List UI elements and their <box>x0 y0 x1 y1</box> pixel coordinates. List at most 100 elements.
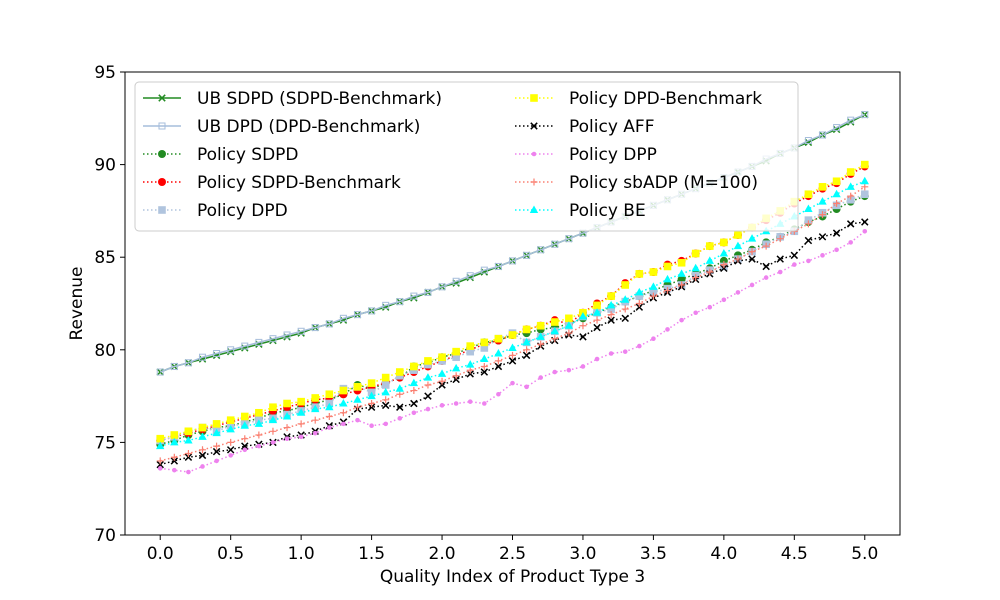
x-tick-label-3: 1.5 <box>358 544 385 564</box>
series-6-point-21 <box>452 375 460 384</box>
series-9-point-22 <box>466 360 475 368</box>
series-7-point-44 <box>777 269 783 275</box>
series-6-point-26 <box>522 351 531 360</box>
series-7-point-37 <box>679 317 684 323</box>
series-9-point-50 <box>860 176 869 185</box>
series-8-point-12 <box>325 412 333 420</box>
series-7-point-2 <box>186 469 191 475</box>
series-5-point-15 <box>367 379 376 387</box>
series-1-point-4 <box>213 350 221 358</box>
series-8-point-10 <box>297 420 305 428</box>
series-7-point-7 <box>256 443 262 449</box>
series-5-point-17 <box>395 368 404 376</box>
series-1-point-12 <box>325 320 333 328</box>
series-6-point-0 <box>156 460 164 469</box>
series-5-point-5 <box>226 416 235 424</box>
y-tick-label-5: 95 <box>94 63 116 83</box>
series-1-point-14 <box>354 311 361 319</box>
series-5-point-39 <box>705 242 714 250</box>
series-9-point-30 <box>578 311 588 320</box>
y-axis-label: Revenue <box>67 266 87 340</box>
series-9-point-11 <box>311 404 320 413</box>
series-7-point-11 <box>312 430 318 436</box>
legend-marker-6 <box>530 122 538 130</box>
series-7-point-5 <box>228 453 233 458</box>
y-tick-label-3: 85 <box>94 248 116 268</box>
series-9-point-47 <box>818 197 827 205</box>
series-7-point-1 <box>172 467 177 473</box>
legend-label-4: Policy DPD <box>197 201 288 221</box>
series-9-point-26 <box>522 337 531 346</box>
series-1-point-19 <box>424 288 432 296</box>
series-7-point-49 <box>848 240 853 245</box>
series-8-point-6 <box>241 435 249 443</box>
series-9-point-8 <box>268 415 278 424</box>
series-1-point-48 <box>833 124 841 132</box>
series-9-point-25 <box>508 343 517 351</box>
series-8-point-49 <box>847 192 855 200</box>
series-9-point-36 <box>663 274 672 283</box>
series-9-point-24 <box>494 349 503 357</box>
series-8-point-9 <box>283 424 291 432</box>
series-4-point-50 <box>860 190 869 199</box>
series-4-point-46 <box>804 216 813 224</box>
series-1-point-2 <box>184 359 192 367</box>
legend-label-8: Policy sbADP (M=100) <box>569 173 758 193</box>
series-7-point-41 <box>735 290 741 295</box>
series-6-point-32 <box>607 316 615 324</box>
series-7-point-3 <box>200 464 205 469</box>
series-7-point-42 <box>749 282 755 288</box>
series-6-point-48 <box>832 229 841 237</box>
series-5-point-23 <box>480 338 489 347</box>
series-9-point-35 <box>649 282 658 290</box>
series-5-point-10 <box>297 397 305 406</box>
series-8-point-30 <box>579 322 587 330</box>
series-9-point-21 <box>451 363 461 372</box>
series-1-point-7 <box>255 338 263 346</box>
series-8-point-37 <box>678 281 686 289</box>
legend-box <box>134 81 799 232</box>
series-5-point-25 <box>508 331 517 339</box>
series-1-point-1 <box>170 362 178 370</box>
series-7-point-35 <box>651 336 656 341</box>
series-5-point-22 <box>466 342 475 350</box>
x-tick-label-9: 4.5 <box>781 544 808 564</box>
series-5-point-8 <box>269 403 277 412</box>
series-1-point-21 <box>452 277 460 285</box>
series-1-point-27 <box>537 246 545 254</box>
series-1-point-22 <box>466 272 474 280</box>
series-1-point-47 <box>819 131 826 139</box>
series-1-point-28 <box>551 240 559 248</box>
series-7-point-28 <box>552 369 558 375</box>
series-6-point-45 <box>790 251 799 260</box>
series-8-point-28 <box>551 335 559 343</box>
series-5-point-3 <box>198 423 207 432</box>
series-5-point-47 <box>818 183 827 191</box>
series-7-point-40 <box>721 297 727 303</box>
series-1-point-29 <box>565 235 573 243</box>
series-9-point-2 <box>184 436 193 444</box>
series-1-point-24 <box>494 262 502 270</box>
series-5-point-27 <box>536 321 545 330</box>
series-7-point-6 <box>242 447 248 453</box>
series-5-point-36 <box>663 262 672 271</box>
series-5-point-2 <box>184 427 193 436</box>
series-8-point-43 <box>762 242 770 250</box>
x-tick-label-0: 0.0 <box>147 544 174 564</box>
series-5-point-4 <box>212 420 221 428</box>
series-line-9 <box>160 180 866 447</box>
series-7-point-34 <box>637 343 642 349</box>
series-7-point-4 <box>214 458 219 464</box>
series-6-point-4 <box>212 447 221 456</box>
series-7-point-48 <box>834 247 839 253</box>
series-5-point-20 <box>438 353 446 362</box>
series-8-point-40 <box>720 261 728 269</box>
series-1-point-49 <box>847 116 855 124</box>
series-line-2 <box>160 195 866 446</box>
series-9-point-27 <box>536 332 545 340</box>
series-9-point-12 <box>325 402 334 411</box>
series-6-point-1 <box>170 457 179 465</box>
series-6-point-33 <box>621 314 629 323</box>
series-9-point-34 <box>635 287 644 296</box>
